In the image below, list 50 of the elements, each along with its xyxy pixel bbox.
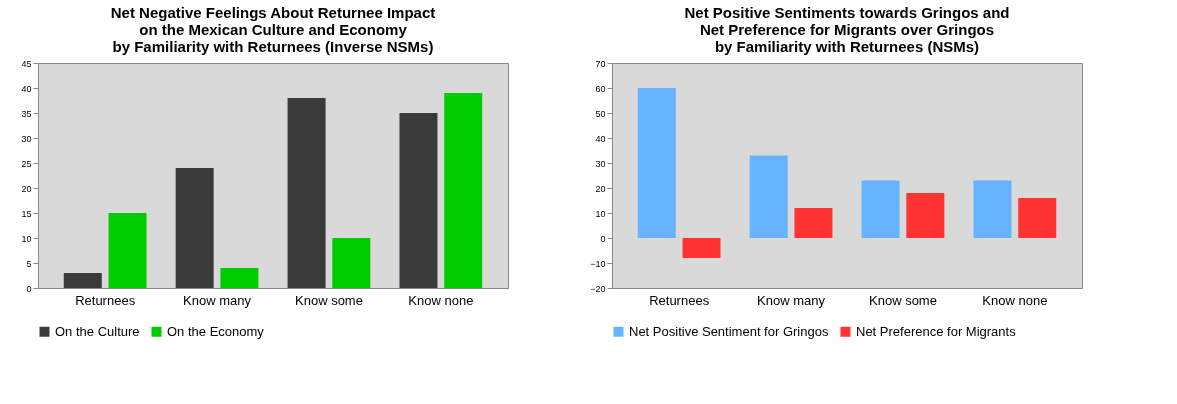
y-tick-label: 35 bbox=[21, 108, 32, 119]
y-tick-label: 5 bbox=[26, 258, 32, 269]
bar bbox=[332, 238, 371, 288]
legend-label: Net Positive Sentiment for Gringos bbox=[629, 323, 829, 339]
legend-label: On the Economy bbox=[167, 323, 265, 339]
bar bbox=[444, 93, 483, 288]
x-tick-label: Know none bbox=[408, 292, 474, 308]
y-tick-label: 30 bbox=[595, 158, 606, 169]
bar bbox=[287, 98, 326, 288]
chart-title: Net Positive Sentiments towards Gringos and Net Preference for Migrants over Gringos by Familiarity with Returnees (NSMs) bbox=[684, 4, 1010, 55]
bar bbox=[973, 180, 1012, 238]
y-tick-label: 15 bbox=[21, 208, 32, 219]
x-tick-label: Know some bbox=[868, 292, 937, 308]
bar bbox=[861, 180, 900, 238]
bar bbox=[906, 193, 945, 238]
bar bbox=[220, 268, 259, 288]
x-tick-label: Know many bbox=[757, 292, 826, 308]
bar bbox=[637, 88, 676, 238]
x-tick-label: Know some bbox=[294, 292, 363, 308]
bar bbox=[175, 168, 214, 288]
y-tick-label: 40 bbox=[595, 133, 606, 144]
y-tick-label: 30 bbox=[21, 133, 32, 144]
y-tick-label: −20 bbox=[590, 283, 606, 294]
y-tick-label: 20 bbox=[21, 183, 32, 194]
y-tick-label: 25 bbox=[21, 158, 32, 169]
bar bbox=[794, 208, 833, 238]
y-tick-label: 10 bbox=[21, 233, 32, 244]
y-tick-label: 70 bbox=[595, 58, 606, 69]
bar bbox=[399, 113, 438, 288]
y-tick-label: 10 bbox=[595, 208, 606, 219]
chart-title: Net Negative Feelings About Returnee Impact on the Mexican Culture and Economy by Familiarity with Returnees (Inverse NSMs) bbox=[110, 4, 436, 55]
y-tick-label: 45 bbox=[21, 58, 32, 69]
bar bbox=[682, 238, 721, 258]
y-tick-label: 40 bbox=[21, 83, 32, 94]
y-tick-label: 0 bbox=[26, 283, 32, 294]
bar bbox=[1018, 198, 1057, 238]
bar bbox=[108, 213, 147, 288]
bar bbox=[63, 273, 102, 288]
y-tick-label: 50 bbox=[595, 108, 606, 119]
bar bbox=[749, 155, 788, 238]
legend-label: On the Culture bbox=[55, 323, 140, 339]
y-tick-label: 20 bbox=[595, 183, 606, 194]
x-tick-label: Know many bbox=[183, 292, 252, 308]
y-tick-label: 60 bbox=[595, 83, 606, 94]
y-tick-label: −10 bbox=[590, 258, 606, 269]
x-tick-label: Returnees bbox=[649, 292, 710, 308]
x-tick-label: Know none bbox=[982, 292, 1048, 308]
legend-label: Net Preference for Migrants bbox=[856, 323, 1017, 339]
x-tick-label: Returnees bbox=[75, 292, 136, 308]
y-tick-label: 0 bbox=[600, 233, 606, 244]
